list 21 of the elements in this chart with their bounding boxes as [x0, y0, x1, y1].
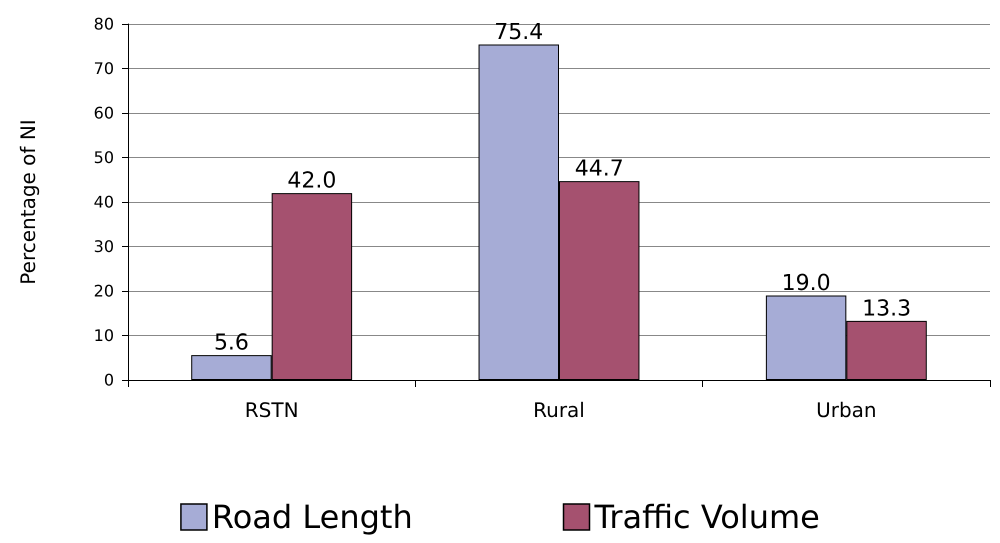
legend-label: Traffic Volume [594, 498, 820, 536]
y-tick-label: 80 [94, 14, 114, 34]
data-label: 75.4 [494, 20, 544, 45]
y-tick-label: 40 [94, 192, 114, 212]
y-tick-label: 0 [104, 370, 114, 390]
data-label: 5.6 [214, 330, 249, 356]
x-tick-label: RSTN [244, 398, 299, 422]
data-label: 42.0 [287, 168, 336, 194]
y-tick-label: 10 [94, 326, 114, 345]
x-tick-label: Rural [533, 398, 585, 422]
y-tick-label: 50 [94, 148, 114, 167]
data-label: 13.3 [862, 296, 912, 322]
data-label: 19.0 [782, 270, 831, 296]
y-tick-label: 60 [94, 104, 114, 122]
x-tick-label: Urban [816, 398, 877, 422]
data-label: 44.7 [574, 156, 624, 182]
legend-label: Road Length [212, 498, 413, 536]
y-tick-label: 30 [94, 237, 114, 256]
y-tick-label: 70 [94, 59, 114, 78]
y-tick-label: 20 [94, 282, 114, 300]
y-axis-title: Percentage of NI [16, 119, 40, 285]
